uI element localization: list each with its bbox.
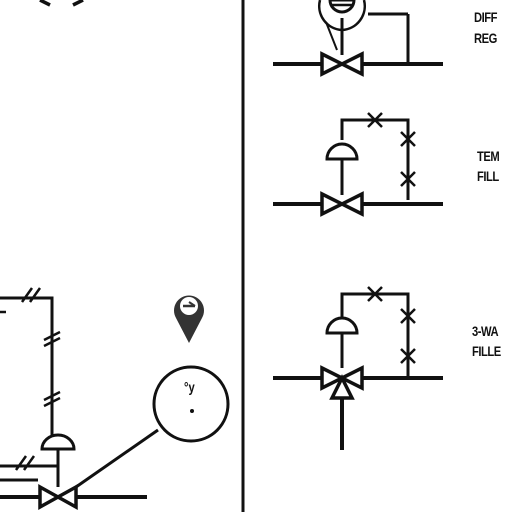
three-way-filled-symbol	[325, 286, 416, 376]
label-three-way-line2: FILLE	[472, 343, 501, 359]
row1-valve	[320, 51, 364, 77]
label-temp-filled-line2: FILL	[477, 168, 499, 184]
gauge-reading: °y	[184, 379, 195, 395]
left-impulse-line	[0, 455, 58, 482]
diff-regulator-symbol	[318, 0, 410, 62]
label-three-way-line1: 3-WA	[472, 323, 499, 339]
gauge-connection-line	[75, 428, 159, 489]
gauge-dot	[190, 409, 194, 413]
label-diff-regulator-line2: REG	[474, 30, 497, 46]
left-capillary-line	[0, 287, 61, 437]
gauge-dial	[152, 365, 230, 443]
top-valve-fragment	[39, 0, 84, 7]
row2-valve	[320, 191, 364, 217]
row3-three-way-valve	[320, 365, 364, 400]
temp-filled-symbol	[325, 112, 416, 200]
left-diaphragm-actuator	[40, 433, 76, 451]
left-control-valve	[38, 484, 78, 510]
location-pin-icon	[173, 295, 204, 343]
label-temp-filled-line1: TEM	[477, 148, 500, 164]
label-diff-regulator-line1: DIFF	[474, 9, 497, 25]
